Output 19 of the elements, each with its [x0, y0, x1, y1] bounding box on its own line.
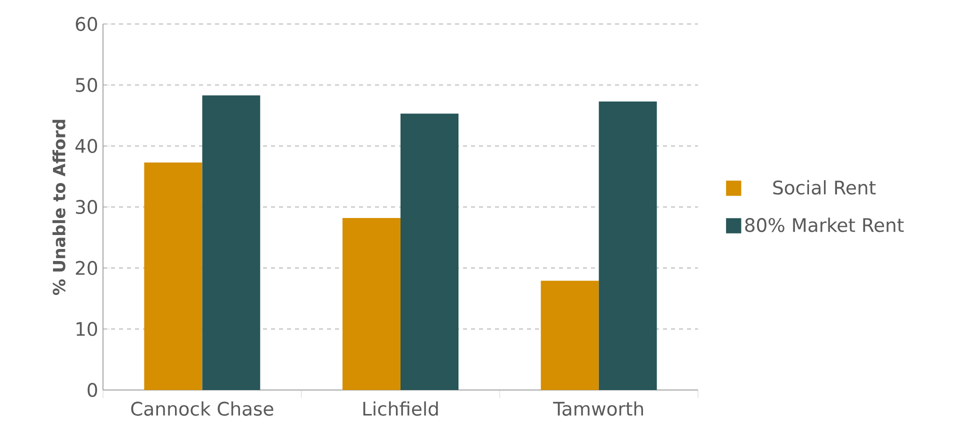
y-axis-title: % Unable to Afford	[52, 120, 66, 296]
y-tick-label: 20	[76, 260, 98, 276]
x-tick-label: Cannock Chase	[131, 401, 274, 416]
legend-label: Social Rent	[773, 180, 876, 195]
y-tick-label: 10	[76, 322, 98, 336]
y-tick-label: 50	[76, 78, 98, 92]
y-tick-label: 0	[88, 382, 98, 398]
legend-label: 80% Market Rent	[745, 218, 904, 232]
bar	[144, 162, 202, 390]
bar	[342, 218, 401, 390]
y-tick-label: 60	[76, 16, 98, 32]
x-tick-label: Lichfield	[363, 401, 438, 416]
bar	[202, 95, 260, 390]
bar	[540, 280, 599, 390]
y-tick-label: 40	[75, 138, 98, 154]
x-tick-label: Tamworth	[553, 401, 643, 416]
bar	[400, 114, 458, 390]
bar	[598, 101, 657, 390]
y-tick-label: 30	[76, 200, 98, 214]
